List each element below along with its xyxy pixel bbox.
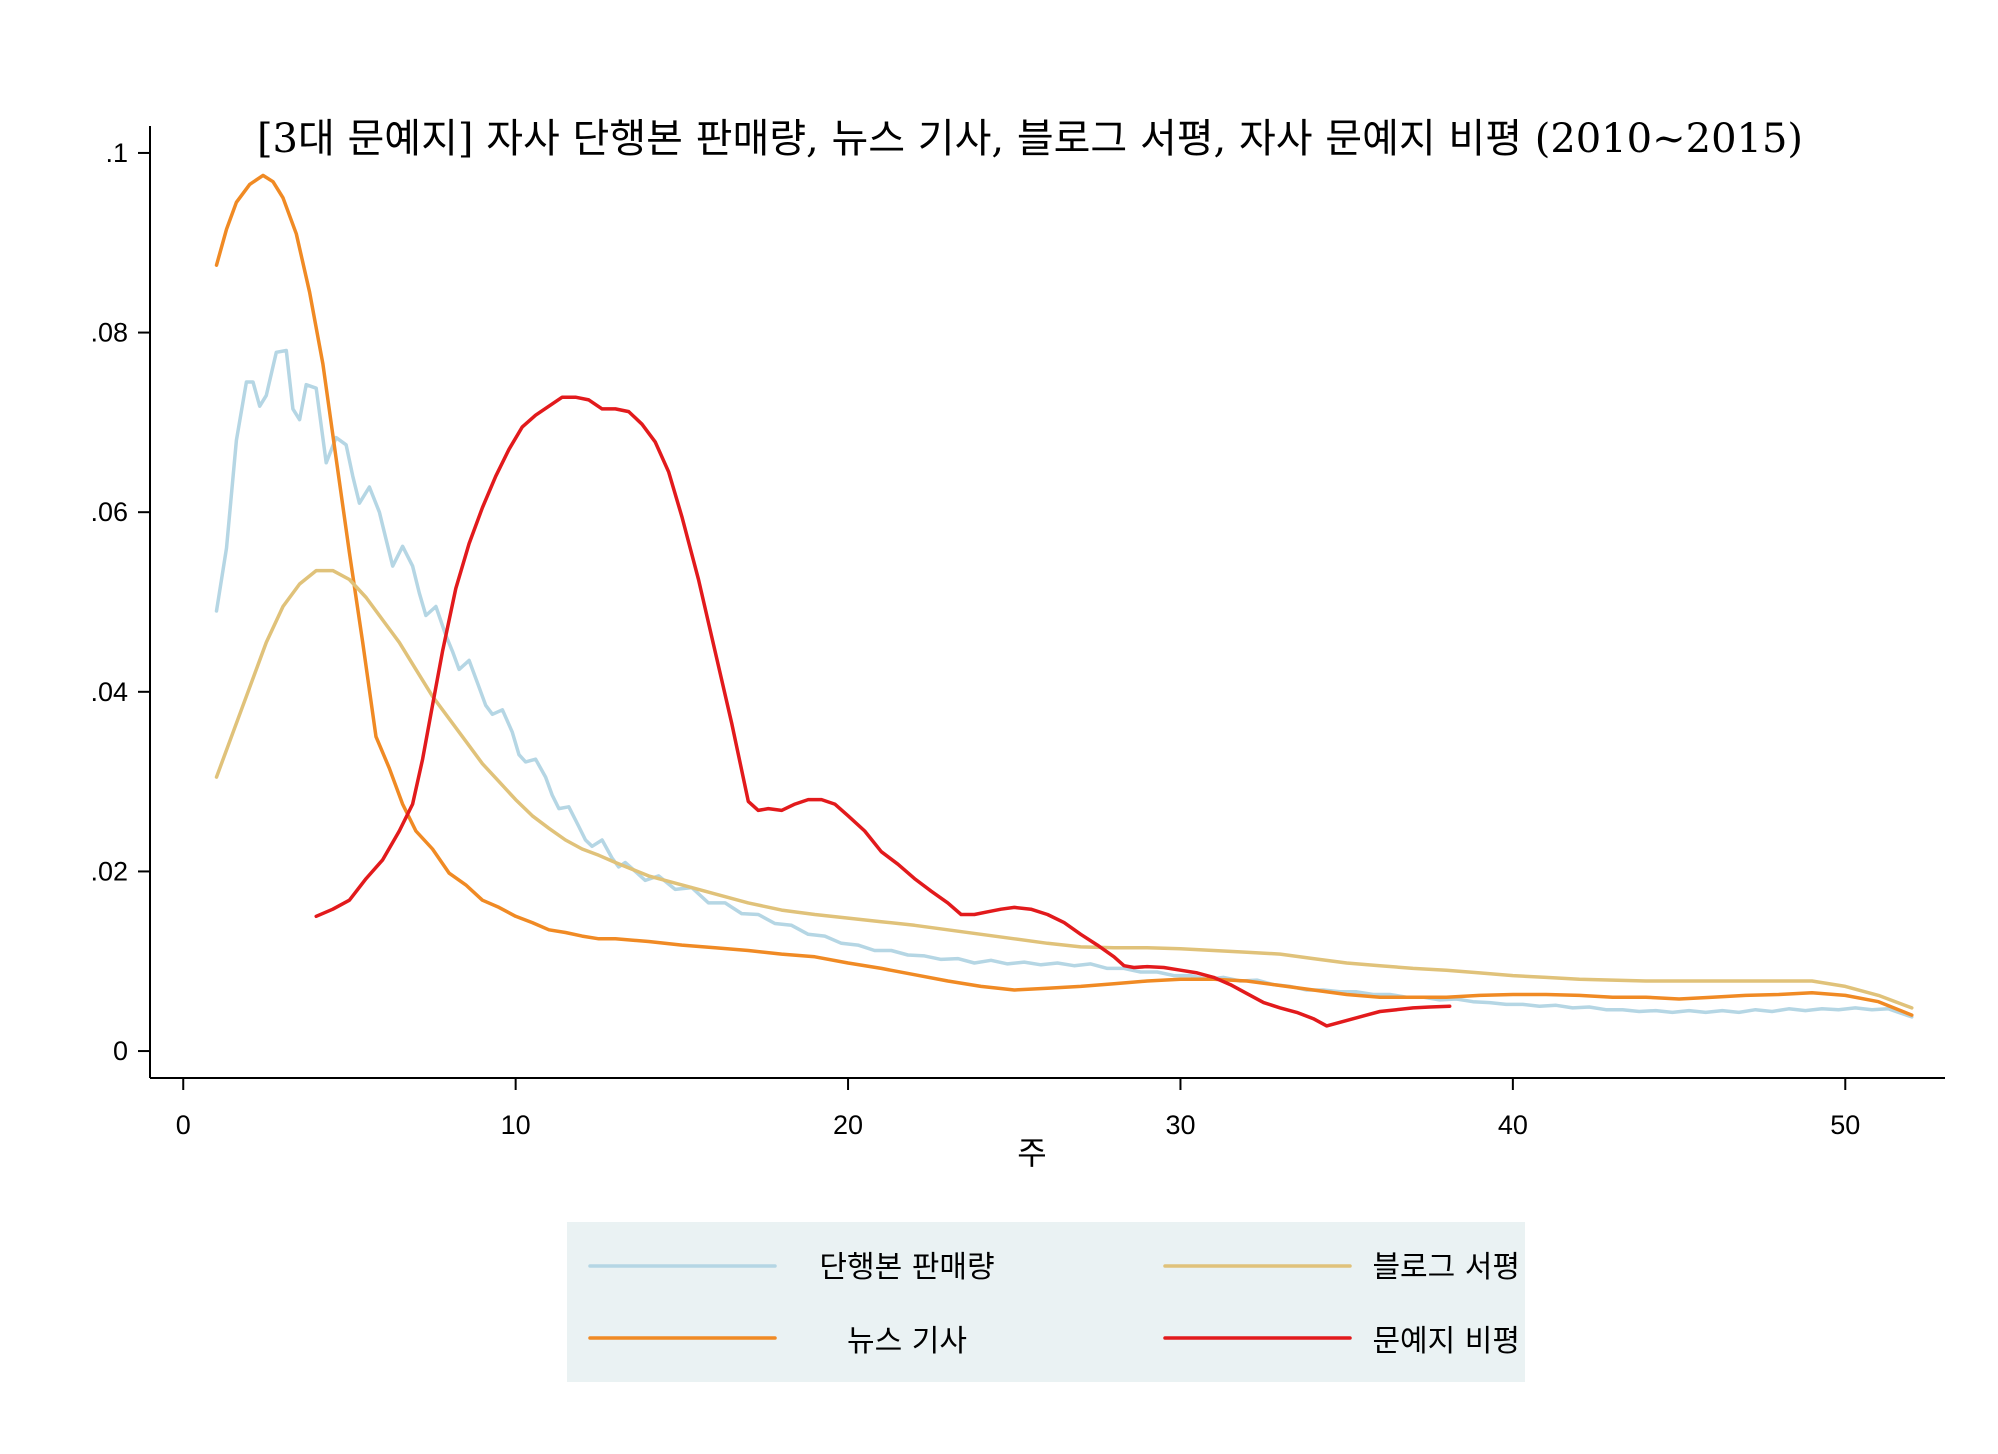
x-ticks: 0 10 20 30 40 50 (176, 1078, 1860, 1140)
legend-label-critique: 문예지 비평 (1372, 1324, 1520, 1359)
axes: 0 .02 .04 .06 .08 .1 0 10 20 30 40 50 (90, 126, 1945, 1140)
y-ticks: 0 .02 .04 .06 .08 .1 (90, 138, 150, 1066)
x-axis-title: 주 (1017, 1134, 1046, 1172)
x-tick-label: 50 (1830, 1110, 1860, 1140)
y-tick-label: .04 (90, 677, 128, 707)
x-tick-label: 10 (501, 1110, 531, 1140)
y-tick-label: .02 (90, 856, 128, 886)
series-line-news (214, 173, 1914, 1017)
legend-box (567, 1222, 1525, 1382)
legend-label-sales: 단행본 판매량 (819, 1250, 994, 1285)
y-tick-label: 0 (113, 1036, 128, 1066)
series-line-blog (214, 568, 1914, 1010)
series-line-sales (214, 348, 1914, 1019)
x-tick-label: 0 (176, 1110, 191, 1140)
y-tick-label: .08 (90, 318, 128, 348)
x-tick-label: 40 (1498, 1110, 1528, 1140)
legend-label-blog: 블로그 서평 (1372, 1250, 1520, 1285)
series-line-critique (314, 395, 1452, 1028)
plot-series (214, 173, 1914, 1028)
legend-label-news: 뉴스 기사 (847, 1324, 967, 1359)
y-tick-label: .06 (90, 497, 128, 527)
x-tick-label: 30 (1165, 1110, 1195, 1140)
legend: 단행본 판매량 뉴스 기사 블로그 서평 문예지 비평 (567, 1222, 1525, 1382)
chart-title: [3대 문예지] 자사 단행본 판매량, 뉴스 기사, 블로그 서평, 자사 문… (257, 116, 1803, 162)
y-tick-label: .1 (105, 138, 128, 168)
x-tick-label: 20 (833, 1110, 863, 1140)
